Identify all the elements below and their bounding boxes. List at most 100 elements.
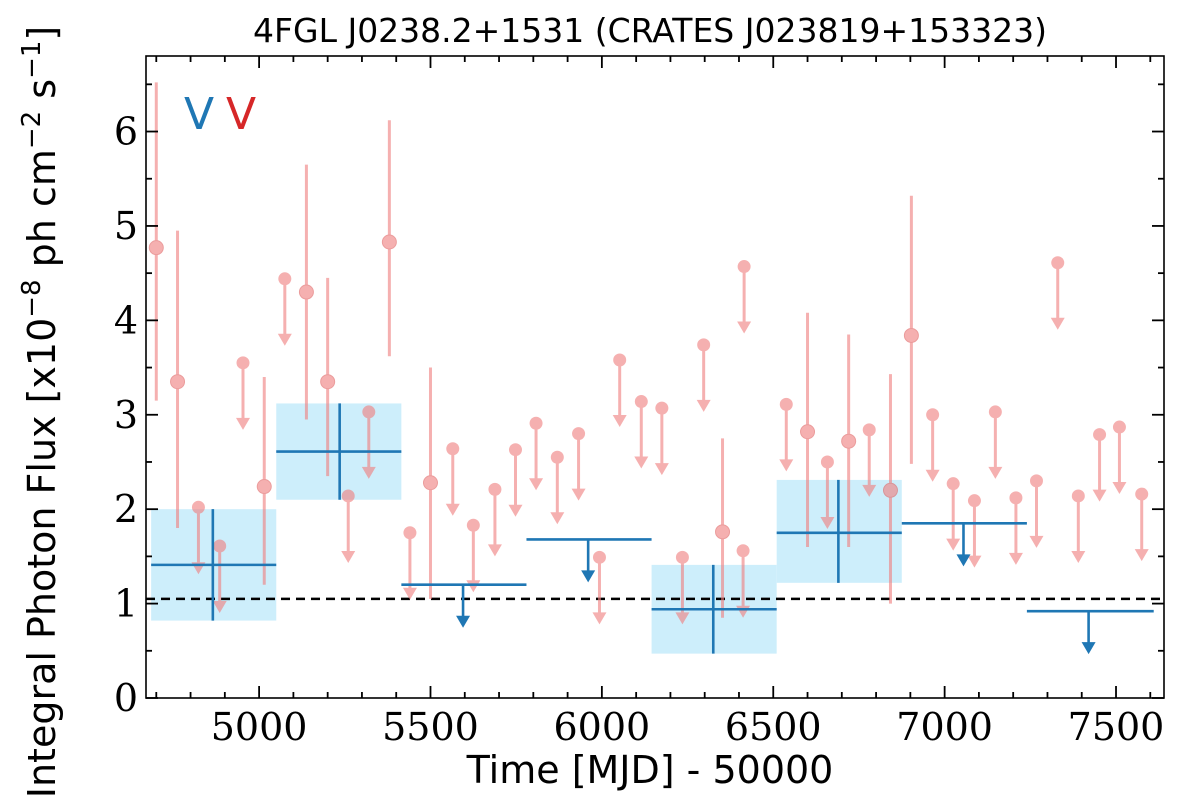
monthly-detection <box>422 367 438 599</box>
monthly-ul-arrow <box>361 466 376 479</box>
monthly-upper-limit <box>529 416 544 491</box>
monthly-ul-point <box>946 477 960 491</box>
monthly-ul-arrow <box>779 459 794 472</box>
monthly-ul-arrow <box>341 550 356 563</box>
monthly-ul-arrow <box>925 469 940 482</box>
y-axis-label-exp3: −1 <box>17 41 47 79</box>
monthly-upper-limit <box>277 272 292 346</box>
monthly-ul-point <box>191 500 205 514</box>
monthly-ul-arrow <box>1050 317 1065 330</box>
monthly-point <box>298 284 314 300</box>
yearly-upper-limit <box>901 522 1027 567</box>
y-axis-label-main: Integral Photon Flux [x10 <box>20 318 64 799</box>
y-axis-label-s: s <box>20 79 64 111</box>
monthly-point <box>320 374 336 390</box>
y-axis-label-mid: ph cm <box>20 149 64 279</box>
monthly-ul-arrow <box>634 456 649 469</box>
monthly-ul-point <box>613 353 627 367</box>
chart-title: 4FGL J0238.2+1531 (CRATES J023819+153323… <box>253 11 1047 50</box>
monthly-upper-limit <box>592 550 607 625</box>
monthly-ul-arrow <box>508 504 523 517</box>
yearly-detection <box>776 479 902 583</box>
monthly-upper-limit <box>967 494 982 568</box>
monthly-ul-point <box>1009 491 1023 505</box>
y-axis-label-exp2: −2 <box>17 111 47 149</box>
x-tick-label: 5500 <box>382 705 479 749</box>
x-axis-label: Time [MJD] - 50000 <box>466 748 834 792</box>
y-tick-label: 1 <box>114 582 138 626</box>
monthly-point <box>170 374 186 390</box>
y-tick-label: 4 <box>114 298 138 342</box>
monthly-upper-limit <box>236 356 251 430</box>
x-tick-label: 7000 <box>896 705 993 749</box>
y-ticks: 0 1 2 3 4 5 6 <box>114 83 1164 720</box>
monthly-point <box>256 479 272 495</box>
monthly-ul-point <box>550 450 564 464</box>
monthly-ul-point <box>862 423 876 437</box>
y-axis-label-end: ] <box>20 26 64 41</box>
x-ticks: 5000 5500 6000 6500 7000 7500 <box>155 56 1165 749</box>
monthly-ul-arrow <box>571 488 586 501</box>
monthly-ul-arrow <box>550 512 565 525</box>
monthly-upper-limit <box>571 427 586 501</box>
monthly-ul-point <box>341 489 355 503</box>
monthly-upper-limit <box>445 442 460 516</box>
y-axis-label-exp1: −8 <box>17 279 47 317</box>
x-tick-label: 7500 <box>1068 705 1165 749</box>
monthly-detection <box>800 312 816 547</box>
yearly-upper-limit <box>401 583 527 628</box>
x-tick-label: 5000 <box>211 705 308 749</box>
monthly-ul-arrow <box>1008 552 1023 565</box>
monthly-ul-arrow <box>988 466 1003 479</box>
monthly-detection <box>882 374 898 604</box>
legend: V V <box>184 89 256 140</box>
monthly-upper-limit <box>1050 256 1065 330</box>
monthly-detection <box>256 377 272 585</box>
y-tick-label: 3 <box>114 393 138 437</box>
monthly-ul-arrow <box>612 415 627 428</box>
monthly-ul-arrow <box>1112 482 1127 495</box>
monthly-point <box>882 482 898 498</box>
monthly-ul-arrow <box>946 538 961 551</box>
monthly-upper-limit <box>1092 428 1107 502</box>
yearly-upper-limit <box>1026 609 1154 655</box>
y-tick-label: 2 <box>114 487 138 531</box>
monthly-ul-point <box>1051 256 1065 270</box>
monthly-detection <box>298 164 314 420</box>
monthly-detection <box>170 230 186 529</box>
yearly-ul-arrow <box>456 615 471 628</box>
yearly-points <box>151 403 1154 655</box>
monthly-ul-point <box>926 408 940 422</box>
monthly-point <box>422 475 438 491</box>
axes <box>145 55 1165 699</box>
monthly-ul-point <box>737 260 751 274</box>
monthly-upper-limit <box>1029 474 1044 548</box>
monthly-ul-arrow <box>236 417 251 430</box>
monthly-ul-point <box>529 416 543 430</box>
monthly-upper-limit <box>212 539 227 613</box>
monthly-ul-point <box>508 443 522 457</box>
monthly-ul-point <box>967 494 981 508</box>
y-axis-label: Integral Photon Flux [x10−8 ph cm−2 s−1] <box>17 26 64 799</box>
monthly-ul-point <box>736 544 750 558</box>
monthly-ul-arrow <box>445 503 460 516</box>
monthly-upper-limit <box>487 482 502 557</box>
monthly-upper-limit <box>1134 487 1149 562</box>
monthly-ul-point <box>592 550 606 564</box>
monthly-detection <box>903 195 919 464</box>
monthly-upper-limit <box>925 408 940 482</box>
monthly-upper-limit <box>1008 491 1023 565</box>
monthly-ul-arrow <box>654 463 669 476</box>
monthly-upper-limit <box>341 489 356 563</box>
monthly-ul-arrow <box>1134 549 1149 562</box>
monthly-ul-point <box>1093 428 1107 442</box>
monthly-ul-point <box>1112 420 1126 434</box>
legend-entry-monthly: V <box>226 89 256 140</box>
monthly-point <box>841 433 857 449</box>
yearly-detection <box>276 403 402 500</box>
monthly-ul-arrow <box>675 612 690 625</box>
x-tick-label: 6000 <box>554 705 651 749</box>
monthly-ul-point <box>446 442 460 456</box>
